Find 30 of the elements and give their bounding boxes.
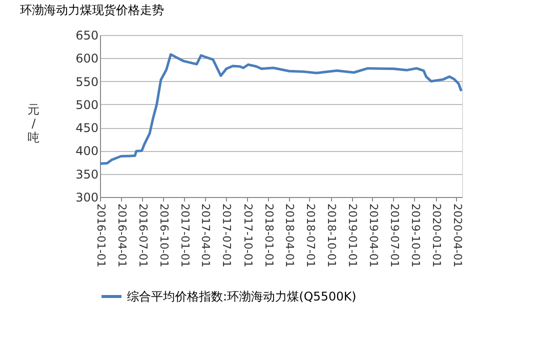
x-tick-label: 2020-04-01 xyxy=(450,204,464,268)
y-axis-title: 元/吨 xyxy=(28,102,40,144)
x-tick-label: 2018-01-01 xyxy=(262,204,276,268)
x-tick-label: 2017-04-01 xyxy=(199,204,212,268)
x-tick-label: 2018-07-01 xyxy=(304,204,317,268)
legend-label: 综合平均价格指数:环渤海动力煤(Q5500K) xyxy=(127,290,356,304)
x-tick-label: 2018-04-01 xyxy=(283,204,296,268)
x-tick-label: 2017-07-01 xyxy=(220,204,234,268)
y-tick-label: 400 xyxy=(76,144,98,158)
x-tick-label: 2018-10-01 xyxy=(325,204,338,268)
x-tick-label: 2017-10-01 xyxy=(241,204,254,268)
line-series xyxy=(98,53,463,165)
x-tick-label: 2019-07-01 xyxy=(388,204,401,268)
y-tick-label: 600 xyxy=(76,52,98,66)
x-tick-label: 2019-10-01 xyxy=(408,204,422,268)
x-tick-label: 2019-01-01 xyxy=(346,204,360,268)
y-tick-label: 450 xyxy=(76,121,98,136)
y-tick-label: 350 xyxy=(76,167,98,182)
y-tick-label: 650 xyxy=(76,28,98,42)
x-tick-label: 2016-01-01 xyxy=(94,204,108,268)
x-tick-label: 2020-01-01 xyxy=(430,204,444,268)
x-tick-label: 2017-01-01 xyxy=(178,204,192,268)
y-tick-label: 550 xyxy=(76,74,98,89)
x-tick-label: 2016-10-01 xyxy=(157,204,170,268)
x-tick-label: 2016-04-01 xyxy=(115,204,128,268)
y-tick-label: 300 xyxy=(76,190,98,204)
x-tick-label: 2019-04-01 xyxy=(366,204,380,268)
chart-title: 环渤海动力煤现货价格走势 xyxy=(20,3,164,17)
x-tick-label: 2016-07-01 xyxy=(136,204,150,268)
y-tick-label: 500 xyxy=(76,98,98,112)
